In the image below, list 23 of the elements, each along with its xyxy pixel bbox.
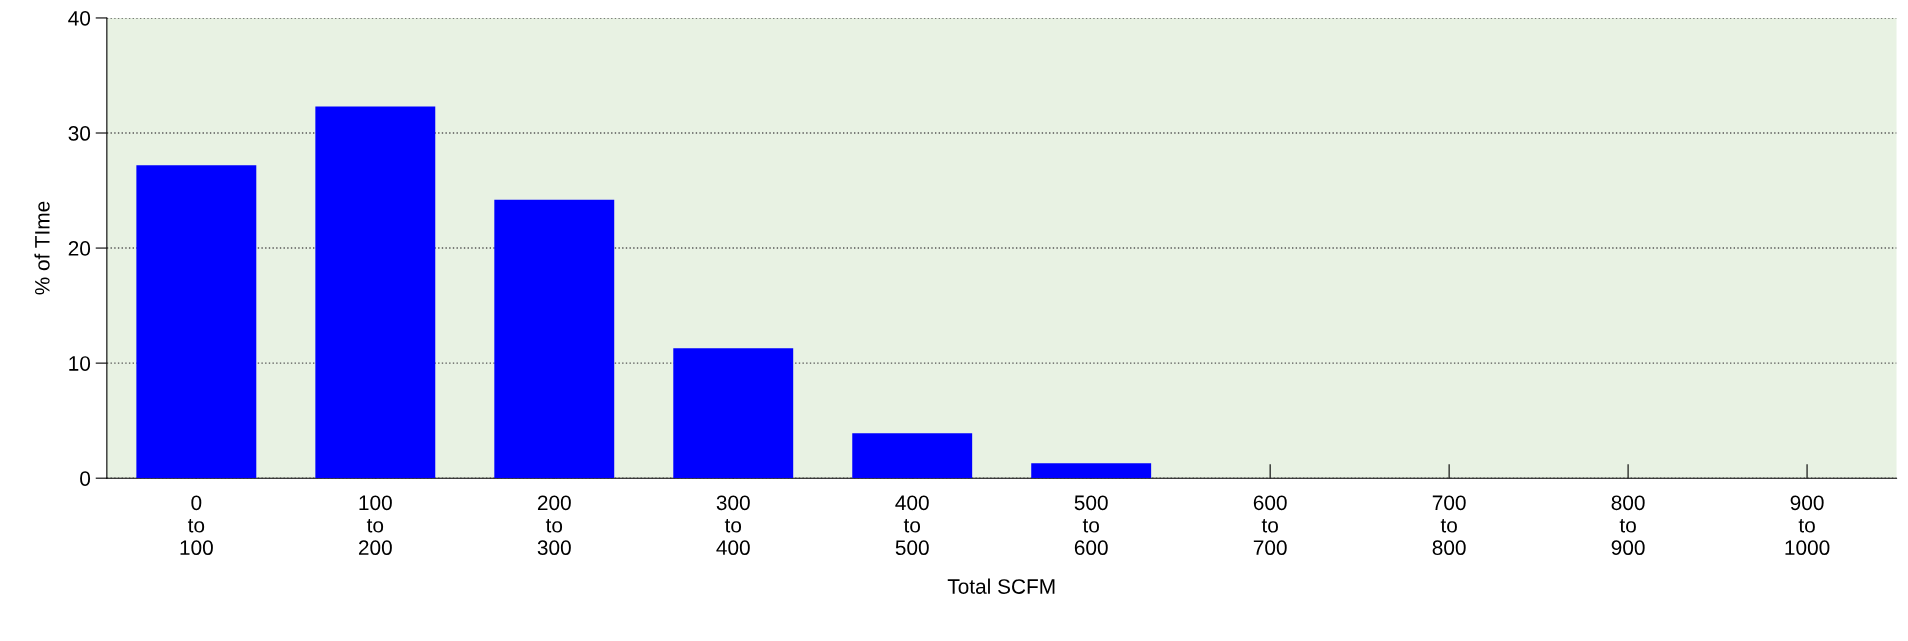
x-tick-label: 500 to 600 [1074,495,1108,556]
y-tick-label: 10 [69,356,91,371]
x-axis-title: Total SCFM [947,578,1055,594]
y-tick-label: 20 [68,241,91,256]
x-tick-label: 800 to 900 [1611,495,1645,556]
x-tick-label: 600 to 700 [1253,495,1287,556]
bar [1031,463,1152,479]
bar [673,348,794,479]
x-tick-label: 100 to 200 [358,495,392,556]
x-tick-label: 300 to 400 [716,495,750,556]
x-tick-label: 0 to 100 [180,495,213,556]
bar [494,199,615,479]
x-tick-label: 400 to 500 [895,495,929,556]
y-axis-title: % of TIme [34,201,50,295]
x-tick-label: 700 to 800 [1432,495,1466,556]
bar [315,106,436,479]
y-tick-label: 40 [68,10,91,26]
x-tick-label: 900 to 1000 [1785,495,1830,556]
bar [852,433,973,479]
y-tick-label: 30 [68,126,91,141]
y-tick-label: 0 [80,471,91,486]
x-tick-label: 200 to 300 [537,495,571,556]
bar [136,165,257,479]
